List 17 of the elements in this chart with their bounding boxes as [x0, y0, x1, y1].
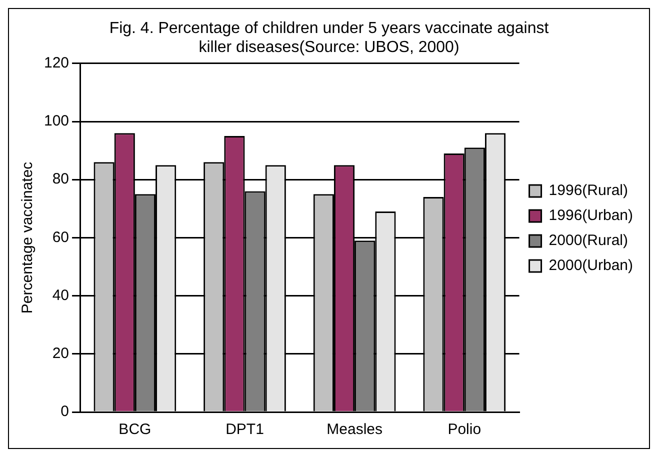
- y-tick-label: 60: [52, 228, 70, 246]
- chart-title: Fig. 4. Percentage of children under 5 years vaccinate against killer diseases(Source: UBOS, 2000): [109, 20, 550, 56]
- legend-label: 2000(Urban): [548, 257, 634, 274]
- y-tick-label: 40: [52, 286, 70, 304]
- legend-label: 1996(Rural): [548, 182, 628, 200]
- y-axis-title: Percentage vaccinatec: [19, 161, 36, 314]
- x-tick-label: Polio: [448, 421, 482, 438]
- y-tick-label: 0: [60, 403, 70, 420]
- legend-label: 2000(Rural): [548, 232, 628, 250]
- x-tick-label: BCG: [118, 421, 152, 438]
- y-tick-label: 20: [52, 345, 70, 362]
- x-tick-label: DPT1: [226, 421, 264, 438]
- x-tick-label: Measles: [326, 421, 382, 438]
- y-tick-label: 100: [44, 112, 70, 130]
- legend-label: 1996(Urban): [548, 207, 634, 224]
- y-tick-label: 80: [52, 170, 70, 188]
- y-tick-label: 120: [44, 54, 70, 72]
